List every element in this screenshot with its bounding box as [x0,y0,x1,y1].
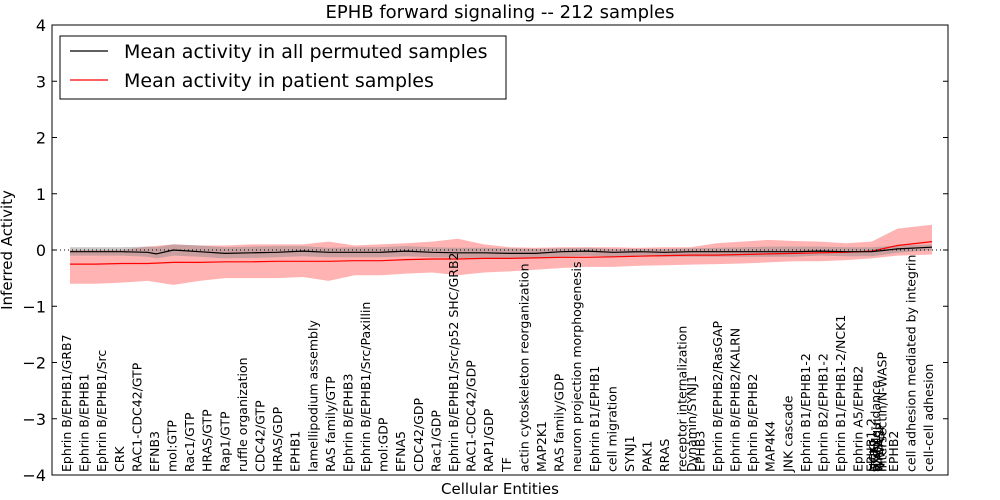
x-tick-label-overlap: N-WASP [873,422,888,472]
patient-confidence-band [70,224,932,285]
y-tick-label: 3 [36,72,46,91]
x-tick-label: Ephrin B/EPHB2 [745,374,760,472]
chart-title: EPHB forward signaling -- 212 samples [326,2,675,23]
x-tick-label: Ephrin B/EPHB1/Src [94,350,109,472]
y-tick-label: 0 [36,241,46,260]
y-tick-label: −2 [22,354,46,373]
x-tick-label: cell adhesion mediated by integrin [903,255,918,472]
x-tick-label: PAK1 [640,441,655,472]
x-tick-label: CDC42/GDP [411,397,426,472]
x-tick-label: HRAS/GTP [200,409,215,472]
x-tick-label-overlap: Dynamin/SYNJ1 [684,375,699,472]
x-tick-label: cell-cell adhesion [921,364,936,472]
x-tick-label: Ephrin B1/EPHB1 [587,366,602,472]
legend: Mean activity in all permuted samples Me… [59,35,507,100]
x-tick-label: Ephrin B2/EPHB1-2 [815,353,830,472]
x-tick-label: mol:GTP [165,420,180,472]
x-tick-label: Ephrin A5/EPHB2 [851,366,866,472]
x-tick-label: JNK cascade [780,395,795,473]
x-tick-label: Rac1/GDP [428,410,443,472]
x-tick-label-overlap: ITSN1 [868,435,883,472]
x-tick-label: EFNB3 [147,431,162,472]
y-axis: 4 3 2 1 0 −1 −2 −3 −4 [22,16,948,485]
y-tick-label: −4 [22,466,46,485]
x-tick-label: EFNA5 [393,431,408,472]
x-tick-label: Ephrin B/EPHB1/GRB7 [59,334,74,472]
series-lines [70,241,933,265]
x-tick-label: RAC1-CDC42/GDP [464,360,479,472]
legend-label-patient: Mean activity in patient samples [124,70,434,92]
x-tick-label: axon guidance [868,380,883,472]
x-tick-label: EPHB2 [886,431,901,472]
x-tick-label: receptor internalization [675,326,690,472]
x-tick-label-overlap: NCK1 [866,438,881,472]
legend-box [59,35,507,100]
x-tick-label: Ephrin B1/EPHB1-2 [798,353,813,472]
x-tick-label: MAP2K1 [534,421,549,472]
y-tick-label: 4 [36,16,46,35]
x-tick-label: Ephrin B1/EPHB1-2/NCK1 [833,315,848,472]
legend-label-permuted: Mean activity in all permuted samples [124,41,487,63]
x-tick-label: ruffle organization [235,357,250,472]
patient-mean-line [70,241,933,265]
x-tick-label: Ephrin B/EPHB2/KALRN [728,328,743,472]
x-tick-label: SYNJ1 [622,435,637,472]
y-tick-label: 2 [36,129,46,148]
x-tick-label: mol:GDP [376,417,391,472]
y-tick-label: 1 [36,185,46,204]
x-tick-label: actin cytoskeleton reorganization [516,263,531,472]
x-tick-label: cell migration [604,386,619,472]
x-tick-label: lamellipodium assembly [305,320,320,472]
x-axis: Ephrin B/EPHB1/GRB7 Ephrin B/EPHB1 Ephrin … [59,253,936,474]
x-tick-label: Rac1/GTP [182,412,197,472]
x-tick-label: CDC42/GTP [253,400,268,472]
x-tick-label: Ephrin B/EPHB1/Src/Paxillin [358,302,373,472]
x-tick-label: neuron projection morphogenesis [569,261,584,472]
permuted-mean-line [70,246,933,255]
x-tick-label: Ephrin B/EPHB2/RasGAP [710,321,725,472]
x-tick-label: RRAS [657,439,672,472]
x-tick-label: RAS family/GDP [552,373,567,472]
x-tick-label: RAS family/GTP [323,376,338,472]
x-tick-label: Ephrin B/EPHB1 [77,374,92,472]
x-tick-label: EPHB1 [288,431,303,472]
y-tick-label: −3 [22,410,46,429]
x-tick-label: TF [499,457,514,473]
x-tick-label: MAP4K4 [763,421,778,472]
x-tick-label-overlap: Intersectin/N-WASP [875,352,890,472]
x-tick-label: EPHB3 [692,431,707,472]
x-tick-label: RAC1-CDC42/GTP [129,362,144,472]
x-tick-label: Ephrin B/EPHB3 [341,374,356,472]
x-tick-label: RAP1/GDP [481,408,496,472]
x-tick-label: Ephrin B/EPHB1/Src/p52 SHC/GRB2 [446,253,461,473]
x-tick-label: CRK [112,446,127,472]
x-tick-label: Rap1/GTP [217,411,232,472]
x-tick-label-overlap: WASL [870,437,885,472]
x-tick-label: HRAS/GDP [270,406,285,472]
y-tick-label: −1 [22,297,46,316]
y-axis-label: Inferred Activity [0,190,16,310]
x-axis-label: Cellular Entities [441,480,559,498]
x-tick-label-overlap: EPHB1-2 [864,418,879,472]
